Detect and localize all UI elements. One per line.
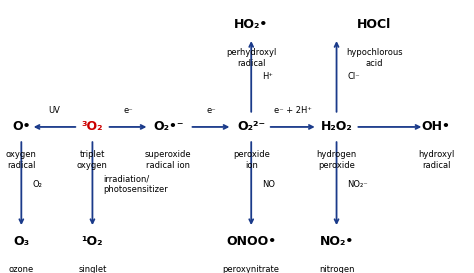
Text: oxygen
radical: oxygen radical [6, 150, 37, 170]
Text: HO₂•: HO₂• [234, 18, 268, 31]
Text: ³O₂: ³O₂ [82, 120, 103, 133]
Text: e⁻: e⁻ [123, 106, 133, 115]
Text: ONOO•: ONOO• [226, 235, 276, 248]
Text: Cl⁻: Cl⁻ [347, 72, 360, 81]
Text: hydrogen
peroxide: hydrogen peroxide [317, 150, 356, 170]
Text: H₂O₂: H₂O₂ [321, 120, 352, 133]
Text: OH•: OH• [422, 120, 450, 133]
Text: UV: UV [48, 106, 61, 115]
Text: hypochlorous
acid: hypochlorous acid [346, 48, 403, 67]
Text: hydroxyl
radical: hydroxyl radical [418, 150, 454, 170]
Text: O₂²⁻: O₂²⁻ [237, 120, 265, 133]
Text: triplet
oxygen: triplet oxygen [77, 150, 108, 170]
Text: perhydroxyl
radical: perhydroxyl radical [226, 48, 276, 67]
Text: O₃: O₃ [13, 235, 29, 248]
Text: peroxide
ion: peroxide ion [233, 150, 270, 170]
Text: irradiation/
photosensitizer: irradiation/ photosensitizer [103, 174, 168, 194]
Text: O₂•⁻: O₂•⁻ [153, 120, 183, 133]
Text: ¹O₂: ¹O₂ [82, 235, 103, 248]
Text: NO₂•: NO₂• [319, 235, 354, 248]
Text: O₂: O₂ [32, 180, 42, 189]
Text: superoxide
radical ion: superoxide radical ion [145, 150, 191, 170]
Text: e⁻ + 2H⁺: e⁻ + 2H⁺ [273, 106, 311, 115]
Text: NO₂⁻: NO₂⁻ [347, 180, 368, 189]
Text: e⁻: e⁻ [206, 106, 216, 115]
Text: NO: NO [262, 180, 275, 189]
Text: HOCl: HOCl [357, 18, 392, 31]
Text: nitrogen
dioxide: nitrogen dioxide [319, 265, 354, 273]
Text: singlet
oxygen: singlet oxygen [77, 265, 108, 273]
Text: H⁺: H⁺ [262, 72, 273, 81]
Text: ozone: ozone [9, 265, 34, 273]
Text: O•: O• [12, 120, 31, 133]
Text: peroxynitrate: peroxynitrate [223, 265, 280, 273]
